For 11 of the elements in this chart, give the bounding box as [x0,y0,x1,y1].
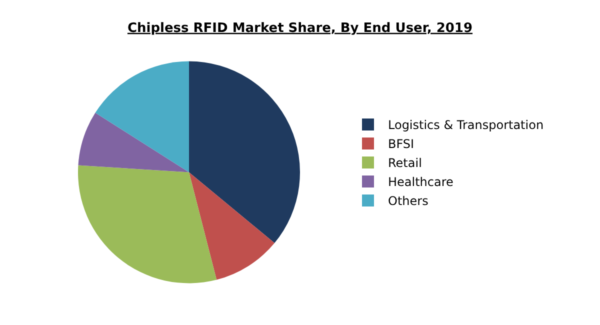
pie-slice [78,165,217,284]
legend-label: Retail [388,156,422,170]
legend-label: BFSI [388,137,414,152]
chart-title: Chipless RFID Market Share, By End User, 2019 [127,20,473,36]
pie-slice [95,61,189,172]
legend-label: Logistics & Transportation [388,118,544,132]
legend-label: Healthcare [388,175,454,190]
pie-slice [189,172,275,280]
pie-slice [78,112,189,172]
pie-slice [189,61,300,244]
legend-label: Others [388,194,428,208]
